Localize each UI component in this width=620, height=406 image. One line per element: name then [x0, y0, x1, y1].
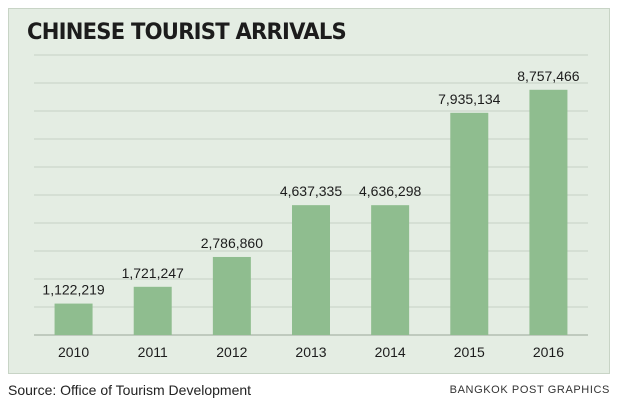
bar-2012 [212, 256, 251, 335]
x-tick-label-2014: 2014 [375, 344, 406, 360]
x-tick-label-2011: 2011 [138, 344, 168, 360]
bars [54, 89, 568, 335]
data-label-2013: 4,637,335 [280, 183, 342, 199]
gridlines [34, 54, 588, 336]
x-tick-label-2013: 2013 [295, 344, 326, 360]
x-tick-label-2016: 2016 [533, 344, 564, 360]
data-label-2014: 4,636,298 [359, 183, 421, 199]
data-label-2015: 7,935,134 [438, 91, 500, 107]
chart-title: CHINESE TOURIST ARRIVALS [27, 20, 347, 45]
bar-2016 [529, 89, 568, 335]
data-label-2012: 2,786,860 [201, 235, 263, 251]
x-tick-label-2010: 2010 [58, 344, 89, 360]
data-label-2010: 1,122,219 [42, 282, 104, 298]
x-tick-label-2012: 2012 [216, 344, 247, 360]
x-tick-labels: 2010 2011 2012 2013 2014 2015 2016 [58, 344, 564, 360]
x-tick-label-2015: 2015 [454, 344, 485, 360]
bar-2013 [292, 205, 330, 335]
bar-chart: 1,122,219 1,721,247 2,786,860 4,637,335 4,63… [34, 54, 588, 360]
bar-2010 [54, 303, 93, 335]
bar-2015 [450, 112, 489, 335]
data-label-2011: 1,721,247 [122, 265, 184, 281]
graphics-credit: BANGKOK POST GRAPHICS [449, 384, 610, 396]
bar-2014 [371, 205, 410, 335]
bar-2011 [133, 286, 172, 335]
data-label-2016: 8,757,466 [517, 68, 579, 84]
source-note: Source: Office of Tourism Development [8, 382, 252, 398]
data-labels: 1,122,219 1,721,247 2,786,860 4,637,335 4,63… [42, 68, 579, 298]
